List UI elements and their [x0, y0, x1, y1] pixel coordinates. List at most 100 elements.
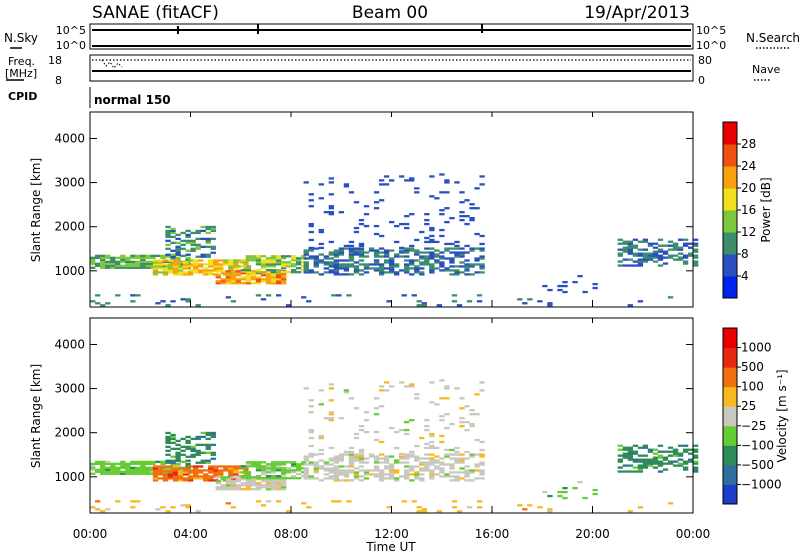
colorbar-segment: [723, 484, 737, 505]
power-cell: [145, 262, 151, 265]
power-cell: [429, 267, 435, 270]
velocity-cell: [378, 453, 385, 456]
power-cell: [195, 231, 201, 235]
power-cell: [140, 260, 146, 263]
velocity-cell: [693, 448, 699, 451]
power-cell: [265, 280, 272, 283]
power-cell: [353, 251, 360, 254]
velocity-cell: [388, 473, 395, 476]
power-cell: [280, 265, 287, 268]
velocity-cell: [291, 469, 297, 472]
power-cell: [235, 280, 242, 283]
velocity-cell: [353, 475, 360, 478]
velocity-cell: [175, 459, 181, 462]
power-cell: [235, 278, 242, 281]
power-cell: [205, 255, 211, 258]
velocity-cell: [577, 481, 583, 484]
velocity-cell: [343, 453, 350, 456]
power-cell: [454, 255, 460, 258]
colorbar-segment: [723, 445, 737, 466]
velocity-cell: [388, 465, 395, 468]
power-cell: [388, 263, 395, 266]
velocity-cell: [115, 462, 121, 465]
power-cell: [416, 300, 422, 303]
power-cell: [235, 270, 242, 273]
velocity-cell: [627, 456, 633, 459]
velocity-cell: [632, 458, 639, 461]
power-cell: [210, 227, 216, 231]
power-cell: [182, 273, 189, 276]
velocity-cell: [404, 385, 410, 388]
velocity-cell: [167, 475, 174, 478]
power-cell: [105, 266, 111, 269]
velocity-cell: [265, 488, 272, 491]
velocity-cell: [348, 446, 355, 450]
power-cell: [333, 269, 340, 272]
power-cell: [353, 247, 360, 250]
power-cell: [474, 207, 480, 210]
power-cell: [296, 267, 302, 270]
power-cell: [120, 258, 126, 261]
velocity-cell: [454, 477, 460, 480]
velocity-cell: [424, 467, 430, 470]
velocity-cell: [145, 468, 151, 471]
velocity-cell: [230, 486, 237, 489]
power-cell: [373, 224, 380, 228]
velocity-cell: [627, 464, 633, 467]
velocity-cell: [228, 471, 234, 474]
velocity-cell: [152, 467, 159, 470]
colorbar-tick-label: −100: [741, 438, 774, 452]
power-cell: [464, 251, 470, 254]
power-cell: [301, 296, 307, 299]
power-cell: [479, 234, 485, 238]
velocity-cell: [100, 468, 106, 471]
power-cell: [255, 257, 262, 260]
velocity-cell: [175, 457, 181, 460]
power-cell: [672, 242, 679, 245]
velocity-cell: [280, 477, 287, 480]
velocity-cell: [270, 486, 277, 489]
power-cell: [404, 255, 410, 258]
power-cell: [388, 265, 395, 268]
power-cell: [328, 263, 335, 266]
velocity-cell: [275, 480, 282, 483]
power-cell: [642, 260, 649, 263]
power-cell: [449, 247, 455, 250]
power-cell: [439, 191, 445, 194]
power-cell: [693, 248, 699, 251]
velocity-cell: [230, 476, 237, 479]
power-cell: [245, 255, 252, 258]
power-cell: [469, 273, 475, 276]
power-cell: [404, 179, 410, 182]
power-cell: [373, 261, 380, 264]
power-cell: [265, 269, 272, 272]
power-cell: [213, 259, 219, 262]
velocity-cell: [233, 467, 239, 470]
power-cell: [208, 259, 214, 262]
velocity-cell: [358, 448, 365, 452]
power-cell: [459, 211, 465, 214]
velocity-cell: [617, 448, 623, 451]
velocity-cell: [190, 447, 196, 450]
power-cell: [662, 244, 669, 247]
velocity-cell: [265, 467, 272, 470]
power-cell: [318, 242, 324, 246]
power-cell: [198, 259, 204, 262]
power-cell: [434, 261, 440, 264]
power-cell: [187, 273, 194, 276]
velocity-cell: [198, 465, 204, 468]
velocity-cell: [394, 471, 400, 474]
power-cell: [622, 246, 628, 249]
velocity-cell: [260, 480, 267, 483]
power-cell: [270, 280, 277, 283]
power-cell: [672, 258, 679, 261]
beam-title: Beam 00: [352, 3, 428, 23]
power-cell: [265, 278, 272, 281]
power-cell: [218, 267, 224, 270]
velocity-cell: [474, 438, 480, 442]
power-cell: [145, 266, 151, 269]
nsky-label: N.Sky: [4, 31, 38, 45]
power-cell: [193, 263, 199, 266]
velocity-cell: [693, 468, 699, 471]
power-cell: [308, 257, 314, 260]
